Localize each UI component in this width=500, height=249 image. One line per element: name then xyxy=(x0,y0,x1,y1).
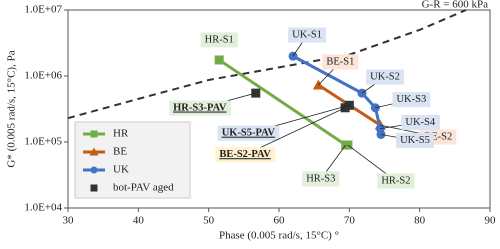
point-label: HR-S3-PAV xyxy=(169,100,231,116)
label-text: UK-S3 xyxy=(396,94,426,105)
label-text: UK-S4 xyxy=(405,117,436,128)
y-tick-label: 1.0E+07 xyxy=(24,4,62,16)
label-box xyxy=(322,54,359,70)
y-tick-label: 1.0E+06 xyxy=(24,70,62,82)
label-box xyxy=(200,32,238,48)
point-label: UK-S1 xyxy=(288,27,326,43)
label-text: UK-S1 xyxy=(292,30,322,41)
point-label: UK-S2 xyxy=(366,69,404,85)
label-box xyxy=(302,171,340,187)
y-tick-label: 1.0E+05 xyxy=(24,136,62,148)
x-tick-label: 40 xyxy=(133,215,145,227)
x-tick-label: 60 xyxy=(274,215,286,227)
chart: Phase (0.005 rad/s, 15°C) ° G* (0.005 ra… xyxy=(6,0,497,242)
label-text: UK-S5-PAV xyxy=(222,128,276,139)
x-tick-label: 30 xyxy=(63,215,75,227)
legend-label: bot-PAV aged xyxy=(113,182,174,194)
label-box xyxy=(401,114,440,130)
x-axis-title: Phase (0.005 rad/s, 15°C) ° xyxy=(219,230,339,242)
label-box xyxy=(396,132,434,148)
legend-marker xyxy=(89,147,99,156)
legend-label: UK xyxy=(113,164,129,176)
legend-label: BE xyxy=(113,146,127,158)
point-label: UK-S5 xyxy=(396,132,434,148)
x-tick-label: 70 xyxy=(344,215,356,227)
x-tick-label: 90 xyxy=(485,215,497,227)
point-label: BE-S2-PAV xyxy=(215,147,276,163)
label-text: HR-S2 xyxy=(381,175,410,186)
label-text: UK-S5 xyxy=(400,135,430,146)
point-label: UK-S4 xyxy=(401,114,440,130)
legend-marker xyxy=(90,166,98,174)
label-box xyxy=(169,100,231,116)
label-text: HR-S3 xyxy=(306,173,335,184)
x-tick-label: 80 xyxy=(414,215,426,227)
y-axis-title: G* (0.005 rad/s, 15°C), Pa xyxy=(6,50,18,167)
point-label: BE-S1 xyxy=(322,54,359,70)
reference-curve xyxy=(67,9,467,120)
label-text: BE-S1 xyxy=(326,56,354,67)
label-box xyxy=(217,125,280,141)
label-text: UK-S2 xyxy=(370,72,400,83)
point-label: HR-S1 xyxy=(200,32,238,48)
x-tick-label: 50 xyxy=(203,215,215,227)
label-text: HR-S3-PAV xyxy=(173,103,227,114)
label-text: BE-S2-PAV xyxy=(219,149,271,160)
point-label: HR-S3 xyxy=(302,171,340,187)
point-label: UK-S5-PAV xyxy=(217,125,280,141)
label-box xyxy=(215,147,276,163)
label-text: HR-S1 xyxy=(205,34,234,45)
label-box xyxy=(377,173,415,189)
leader-line xyxy=(244,107,346,156)
legend-marker xyxy=(90,130,98,138)
y-tick-label: 1.0E+04 xyxy=(24,202,62,214)
reference-label: G-R = 600 kPa xyxy=(422,0,489,11)
label-text: BE-S2 xyxy=(424,132,452,143)
legend-label: HR xyxy=(113,128,129,140)
label-box xyxy=(366,69,404,85)
legend-marker xyxy=(90,184,98,192)
marker xyxy=(214,55,224,65)
label-box xyxy=(288,27,326,43)
label-box xyxy=(392,92,431,108)
point-label: UK-S3 xyxy=(392,92,431,108)
point-label: HR-S2 xyxy=(377,173,415,189)
